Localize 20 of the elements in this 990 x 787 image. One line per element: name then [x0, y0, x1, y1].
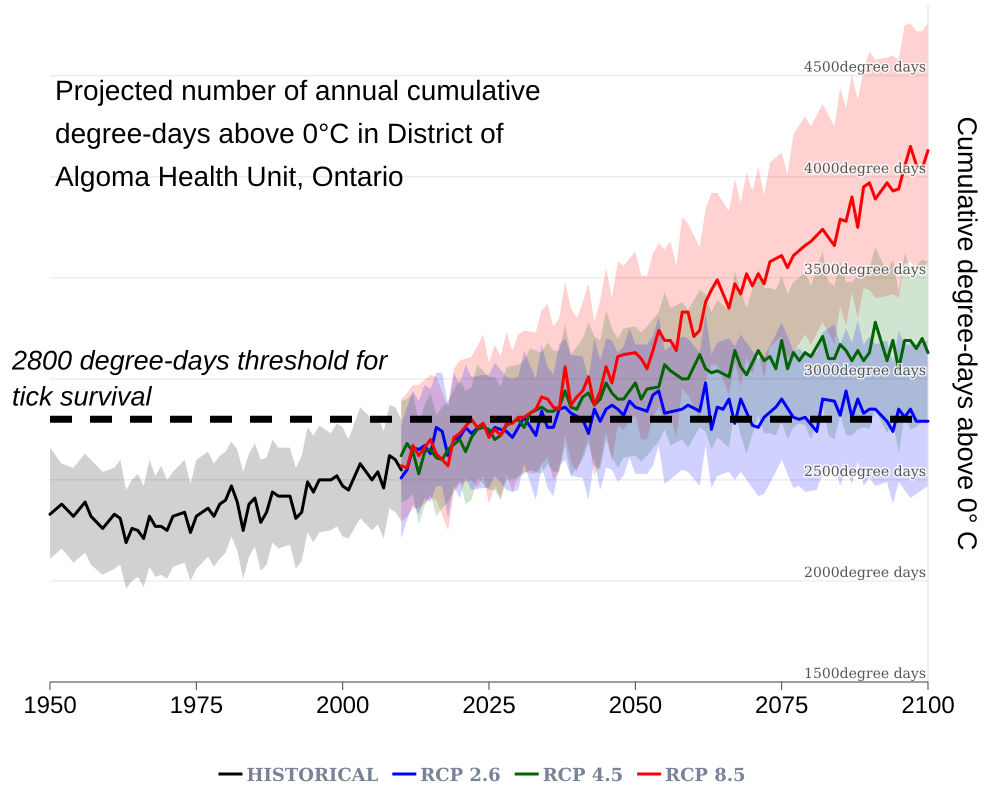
x-tick-label: 1975 — [170, 692, 224, 720]
x-tick-label: 2000 — [316, 692, 370, 720]
ref-line-label: 2800 degree-days threshold for tick survival — [11, 345, 388, 412]
legend-label: RCP 8.5 — [665, 765, 746, 786]
y-tick-label: 4500degree days — [804, 60, 926, 76]
y-axis-title: Cumulative degree-days above 0° C — [952, 116, 982, 551]
legend-label: RCP 4.5 — [542, 765, 624, 786]
legend-label: RCP 2.6 — [420, 765, 501, 786]
y-tick-label: 2500degree days — [804, 464, 926, 480]
y-tick-label: 1500degree days — [804, 666, 926, 682]
x-tick-label: 2025 — [462, 692, 516, 720]
x-tick-label: 2075 — [754, 692, 808, 720]
legend-label: HISTORICAL — [246, 765, 379, 786]
y-tick-label: 3500degree days — [804, 262, 926, 278]
x-tick-label: 2050 — [608, 692, 662, 720]
text: Projected number of annual cumulative degree-days above 0°C in District of Algoma Health Unit, Ontario — [55, 75, 541, 192]
x-tick-label: 2100 — [901, 692, 955, 720]
x-tick-label: 1950 — [23, 692, 77, 720]
y-tick-label: 2000degree days — [804, 564, 926, 581]
y-tick-label: 3000degree days — [804, 362, 926, 379]
